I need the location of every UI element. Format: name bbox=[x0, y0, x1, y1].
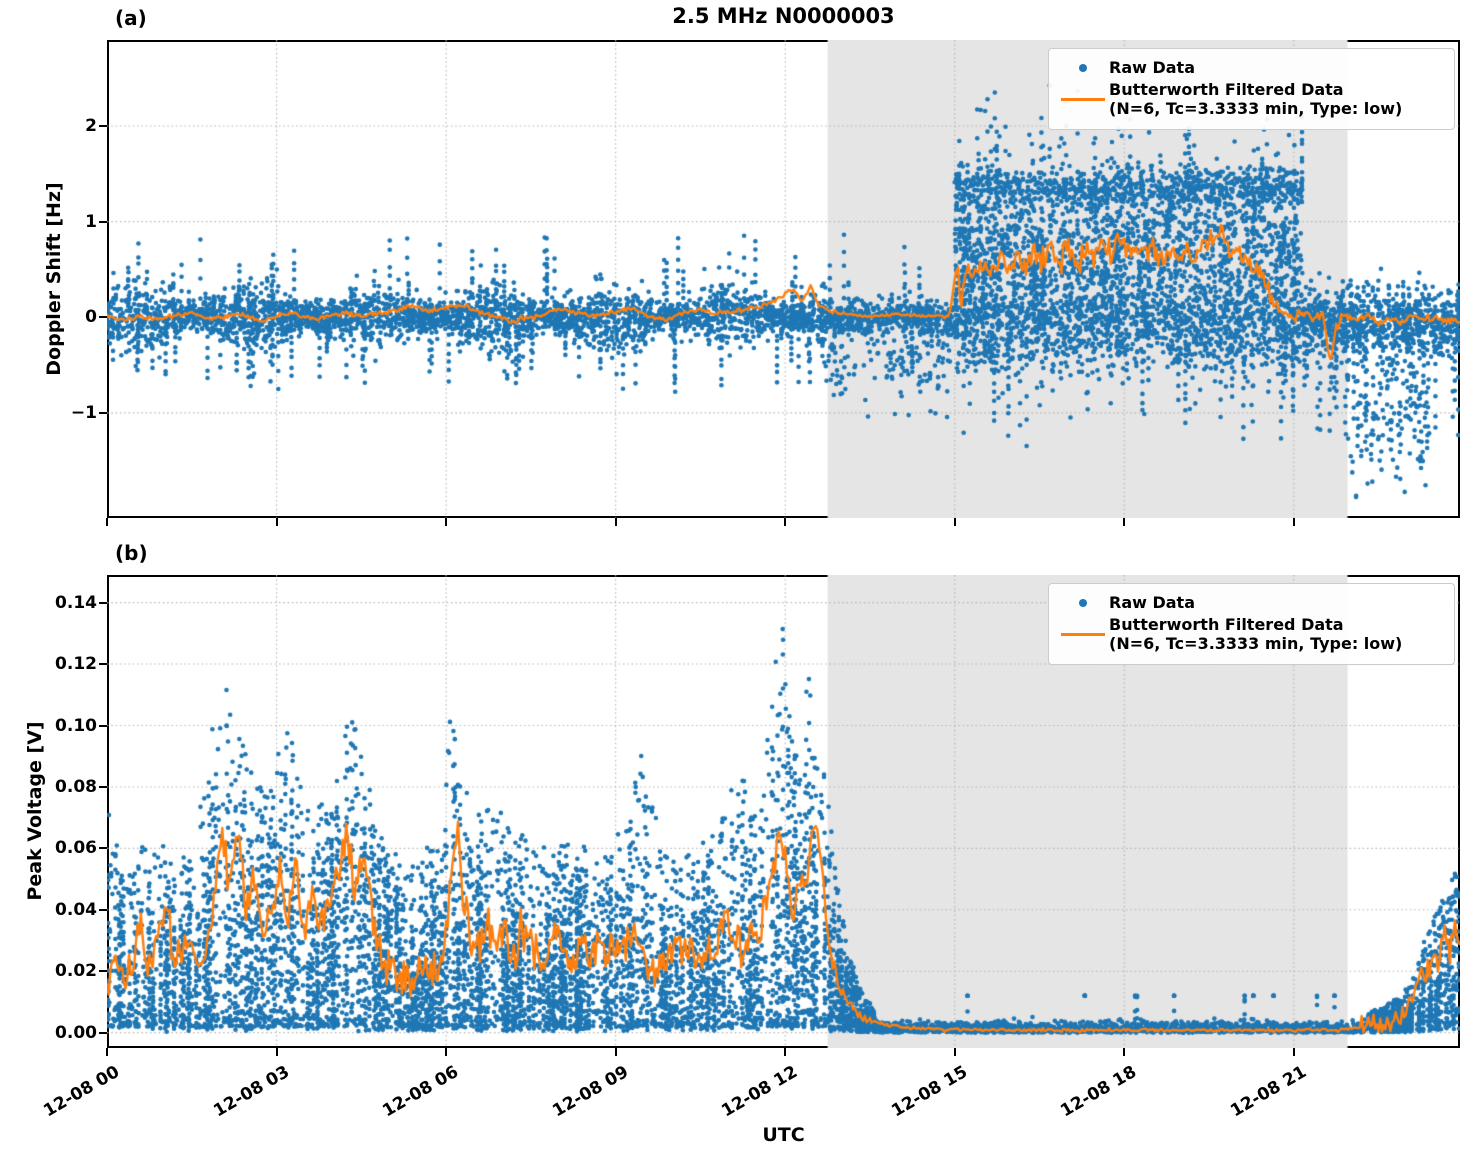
chart-title: 2.5 MHz N0000003 bbox=[672, 4, 895, 28]
x-tick bbox=[1123, 518, 1126, 526]
legend-filtered-label-line2: (N=6, Tc=3.3333 min, Type: low) bbox=[1109, 634, 1403, 654]
x-tick bbox=[784, 1048, 787, 1056]
x-tick bbox=[953, 1048, 956, 1056]
legend-raw-label: Raw Data bbox=[1109, 593, 1195, 612]
x-tick bbox=[1292, 518, 1295, 526]
x-tick-label: 12-08 15 bbox=[888, 1062, 971, 1122]
x-tick bbox=[106, 1048, 108, 1056]
y-tick-label: 0 bbox=[85, 307, 97, 328]
x-tick-label: 12-08 09 bbox=[548, 1062, 632, 1122]
x-tick bbox=[106, 518, 108, 526]
y-tick-label: 2 bbox=[85, 116, 97, 137]
y-tick bbox=[99, 601, 107, 604]
y-tick bbox=[99, 411, 107, 414]
y-tick bbox=[99, 847, 107, 850]
y-tick bbox=[99, 724, 107, 727]
y-tick bbox=[99, 970, 107, 973]
y-tick bbox=[99, 220, 107, 223]
x-tick bbox=[1123, 1048, 1126, 1056]
legend-filtered-label-line1: Butterworth Filtered Data bbox=[1109, 79, 1344, 99]
y-tick-label: −1 bbox=[70, 402, 97, 423]
y-tick-label: 0.12 bbox=[55, 654, 97, 675]
legend-filtered-label-line1: Butterworth Filtered Data bbox=[1109, 614, 1344, 634]
x-tick bbox=[275, 518, 278, 526]
y-tick-label: 0.10 bbox=[55, 715, 97, 736]
panel-b-label: (b) bbox=[115, 541, 148, 565]
x-tick bbox=[445, 1048, 448, 1056]
x-tick-label: 12-08 21 bbox=[1227, 1062, 1310, 1122]
filtered-line-marker-icon bbox=[1061, 97, 1105, 101]
x-tick bbox=[953, 518, 956, 526]
y-tick bbox=[99, 785, 107, 788]
y-tick-label: 0.14 bbox=[55, 592, 97, 613]
legend-raw-label: Raw Data bbox=[1109, 58, 1195, 77]
raw-data-marker-icon bbox=[1079, 598, 1087, 607]
y-tick-label: 0.04 bbox=[55, 899, 97, 920]
x-tick bbox=[1292, 1048, 1295, 1056]
x-tick bbox=[445, 518, 448, 526]
raw-data-marker-icon bbox=[1079, 63, 1087, 72]
x-tick bbox=[614, 1048, 617, 1056]
y-axis-label-voltage: Peak Voltage [V] bbox=[24, 721, 46, 901]
x-tick-label: 12-08 06 bbox=[379, 1062, 463, 1122]
x-tick bbox=[275, 1048, 278, 1056]
y-tick bbox=[99, 316, 107, 319]
y-tick bbox=[99, 1031, 107, 1034]
y-tick bbox=[99, 125, 107, 128]
x-tick bbox=[784, 518, 787, 526]
y-tick-label: 1 bbox=[85, 211, 97, 232]
legend-panel-a: Raw Data Butterworth Filtered Data (N=6,… bbox=[1048, 48, 1455, 130]
y-tick-label: 0.08 bbox=[55, 776, 97, 797]
legend-panel-b: Raw Data Butterworth Filtered Data (N=6,… bbox=[1048, 583, 1455, 665]
x-tick-label: 12-08 03 bbox=[209, 1062, 293, 1122]
legend-filtered-label-line2: (N=6, Tc=3.3333 min, Type: low) bbox=[1109, 99, 1403, 119]
y-tick bbox=[99, 663, 107, 666]
y-tick-label: 0.06 bbox=[55, 838, 97, 859]
x-tick bbox=[614, 518, 617, 526]
y-tick bbox=[99, 908, 107, 911]
y-tick-label: 0.00 bbox=[55, 1022, 97, 1043]
panel-a-label: (a) bbox=[115, 6, 147, 30]
x-tick-label: 12-08 12 bbox=[718, 1062, 802, 1122]
x-tick-label: 12-08 00 bbox=[40, 1062, 123, 1122]
y-tick-label: 0.02 bbox=[55, 961, 97, 982]
x-tick-label: 12-08 18 bbox=[1057, 1062, 1141, 1122]
filtered-line-marker-icon bbox=[1061, 632, 1105, 636]
x-axis-label: UTC bbox=[762, 1124, 805, 1146]
